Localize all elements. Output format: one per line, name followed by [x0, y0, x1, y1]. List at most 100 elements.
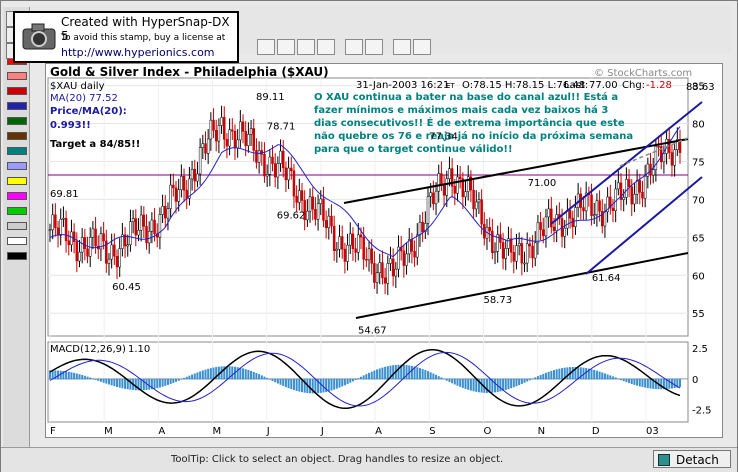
macd-histogram-bar [129, 378, 132, 390]
candle-body [440, 173, 443, 185]
price-annotation: 69.81 [50, 189, 79, 200]
macd-histogram-bar [563, 367, 566, 380]
candle-body [391, 258, 395, 277]
candle-body [209, 119, 213, 140]
dashed-target-line[interactable] [619, 137, 689, 167]
detach-icon [658, 454, 670, 466]
macd-histogram-bar [223, 366, 226, 380]
candle-body [330, 215, 333, 227]
move-right-button[interactable] [365, 39, 383, 55]
candle-body [394, 268, 398, 277]
y-tick-label: 85 [692, 82, 705, 93]
stamp-line1: Created with HyperSnap-DX 5 [61, 15, 230, 43]
palette-color-3[interactable] [7, 102, 27, 110]
palette-color-6[interactable] [7, 147, 27, 155]
stamp-link[interactable]: http://www.hyperionics.com [61, 46, 215, 59]
palette-color-7[interactable] [7, 162, 27, 170]
candle-body [72, 231, 76, 242]
detach-button[interactable]: Detach [653, 450, 731, 468]
candle-body [590, 194, 593, 217]
draw-lines-button[interactable] [277, 39, 295, 55]
macd-histogram-bar [641, 378, 644, 388]
macd-histogram-bar [595, 370, 598, 380]
macd-histogram-bar [217, 366, 220, 380]
macd-histogram-bar [582, 367, 585, 380]
macd-histogram-bar [410, 365, 413, 380]
palette-color-13[interactable] [7, 252, 27, 260]
candle-body [638, 180, 642, 193]
macd-histogram-bar [357, 378, 360, 380]
time-axis: F M A M J J A S O N D 03 [50, 426, 659, 437]
candle-body [402, 250, 406, 266]
candle-body [225, 139, 229, 147]
macd-histogram-bar [405, 365, 408, 380]
candle-body [94, 228, 97, 247]
target-text: Target a 84/85!! [50, 139, 140, 150]
macd-histogram-bar [451, 378, 454, 384]
y-tick-label: 80 [692, 120, 705, 131]
candle-body [265, 174, 269, 177]
price-ma-label: Price/MA(20): [50, 106, 127, 117]
palette-color-1[interactable] [7, 72, 27, 80]
candle-body [491, 230, 494, 253]
lower-black-channel[interactable] [355, 252, 689, 319]
candle-body [630, 186, 633, 205]
candle-body [145, 226, 148, 244]
palette-color-4[interactable] [7, 117, 27, 125]
macd-histogram-bar [196, 372, 199, 380]
macd-histogram-bar [266, 377, 269, 380]
macd-histogram-bar [392, 365, 395, 380]
price-chart[interactable]: Gold & Silver Index - Philadelphia ($XAU… [46, 64, 722, 437]
macd-histogram-bar [435, 374, 438, 380]
candle-body [303, 200, 306, 221]
palette-color-11[interactable] [7, 222, 27, 230]
candle-body [568, 210, 572, 219]
candle-body [442, 184, 446, 196]
candle-body [651, 169, 655, 176]
price-annotation: 69.62 [277, 210, 306, 221]
candle-body [359, 234, 363, 238]
macd-histogram-bar [536, 376, 539, 380]
candle-body [574, 207, 577, 227]
palette-color-2[interactable] [7, 87, 27, 95]
palette-color-5[interactable] [7, 132, 27, 140]
chart-area[interactable]: Gold & Silver Index - Philadelphia ($XAU… [45, 63, 723, 438]
palette-color-8[interactable] [7, 177, 27, 185]
upper-black-channel[interactable] [343, 138, 689, 204]
candle-body [335, 248, 339, 251]
undo-button[interactable] [393, 39, 411, 55]
candle-body [314, 209, 317, 220]
candle-body [346, 244, 349, 262]
macd-histogram-bar [140, 378, 143, 391]
draw-hline-button[interactable] [317, 39, 335, 55]
palette-color-10[interactable] [7, 207, 27, 215]
macd-tick-label: 2.5 [692, 344, 708, 355]
candle-body [204, 143, 207, 154]
macd-histogram-bar [381, 367, 384, 380]
draw-zigzag-button[interactable] [297, 39, 315, 55]
candle-body [231, 129, 234, 132]
candle-body [327, 215, 331, 228]
macd-histogram-bar [480, 378, 483, 393]
candle-body [370, 248, 373, 264]
macd-histogram-bar [469, 378, 472, 391]
move-left-button[interactable] [345, 39, 363, 55]
candle-body [59, 218, 62, 236]
candle-body [236, 139, 239, 149]
candle-body [357, 234, 360, 253]
palette-color-12[interactable] [7, 237, 27, 245]
macd-histogram-bar [199, 371, 202, 380]
candle-body [437, 173, 440, 192]
macd-histogram-bar [110, 378, 113, 386]
palette-color-9[interactable] [7, 192, 27, 200]
candle-body [220, 117, 223, 126]
candle-body [118, 248, 121, 268]
macd-histogram-bar [150, 378, 153, 390]
draw-bars-button[interactable] [257, 39, 275, 55]
lower-blue-channel[interactable] [585, 176, 703, 275]
clear-button[interactable] [413, 39, 431, 55]
candle-body [598, 200, 601, 212]
candle-body [373, 263, 376, 283]
candle-body [351, 233, 355, 249]
candle-body [70, 231, 73, 246]
